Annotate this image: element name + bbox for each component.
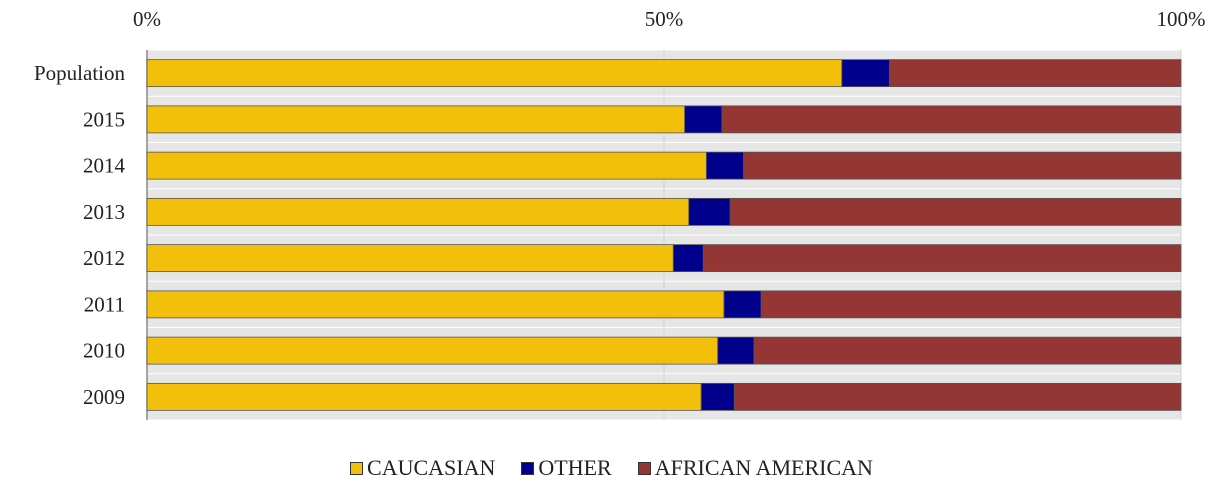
bar-segment-african-american — [743, 151, 1182, 180]
bar-segment-african-american — [721, 105, 1182, 134]
bar-segment-other — [688, 197, 731, 226]
legend-label-african-american: AFRICAN AMERICAN — [654, 455, 873, 480]
legend-swatch-african-american — [637, 461, 651, 475]
bar-segment-caucasian — [146, 151, 707, 180]
bar-segment-other — [717, 336, 755, 365]
bar-segment-african-american — [733, 382, 1182, 411]
legend: CAUCASIAN OTHER AFRICAN AMERICAN — [0, 455, 1223, 481]
legend-swatch-caucasian — [350, 461, 364, 475]
bar-segment-caucasian — [146, 336, 719, 365]
bar-segment-caucasian — [146, 59, 843, 88]
bar-segment-caucasian — [146, 244, 674, 273]
legend-item-caucasian: CAUCASIAN — [350, 455, 495, 481]
y-category-label: 2009 — [83, 385, 125, 409]
x-tick-label: 100% — [1157, 7, 1206, 31]
y-category-label: 2012 — [83, 246, 125, 270]
bar-segment-african-american — [760, 290, 1182, 319]
bar-segment-african-american — [889, 59, 1182, 88]
bar-segment-african-american — [753, 336, 1182, 365]
x-tick-label: 50% — [645, 7, 684, 31]
bar-segment-caucasian — [146, 290, 725, 319]
y-category-label: 2010 — [83, 339, 125, 363]
bar-segment-caucasian — [146, 105, 686, 134]
y-category-label: Population — [34, 61, 126, 85]
y-category-label: 2013 — [83, 200, 125, 224]
y-category-label: 2014 — [83, 154, 126, 178]
bar-segment-african-american — [729, 197, 1182, 226]
bar-segment-other — [841, 59, 890, 88]
bar-segment-other — [684, 105, 723, 134]
y-category-label: 2011 — [84, 292, 125, 316]
y-category-label: 2015 — [83, 107, 125, 131]
legend-label-caucasian: CAUCASIAN — [367, 455, 496, 480]
x-tick-label: 0% — [133, 7, 161, 31]
bar-segment-other — [723, 290, 762, 319]
legend-item-african-american: AFRICAN AMERICAN — [637, 455, 873, 481]
bar-segment-caucasian — [146, 197, 690, 226]
legend-label-other: OTHER — [538, 455, 612, 480]
bar-segment-african-american — [702, 244, 1182, 273]
bar-segment-other — [672, 244, 704, 273]
bar-segment-caucasian — [146, 382, 702, 411]
bar-segment-other — [705, 151, 745, 180]
legend-swatch-other — [521, 461, 535, 475]
bar-segment-other — [700, 382, 735, 411]
legend-item-other: OTHER — [521, 455, 612, 481]
